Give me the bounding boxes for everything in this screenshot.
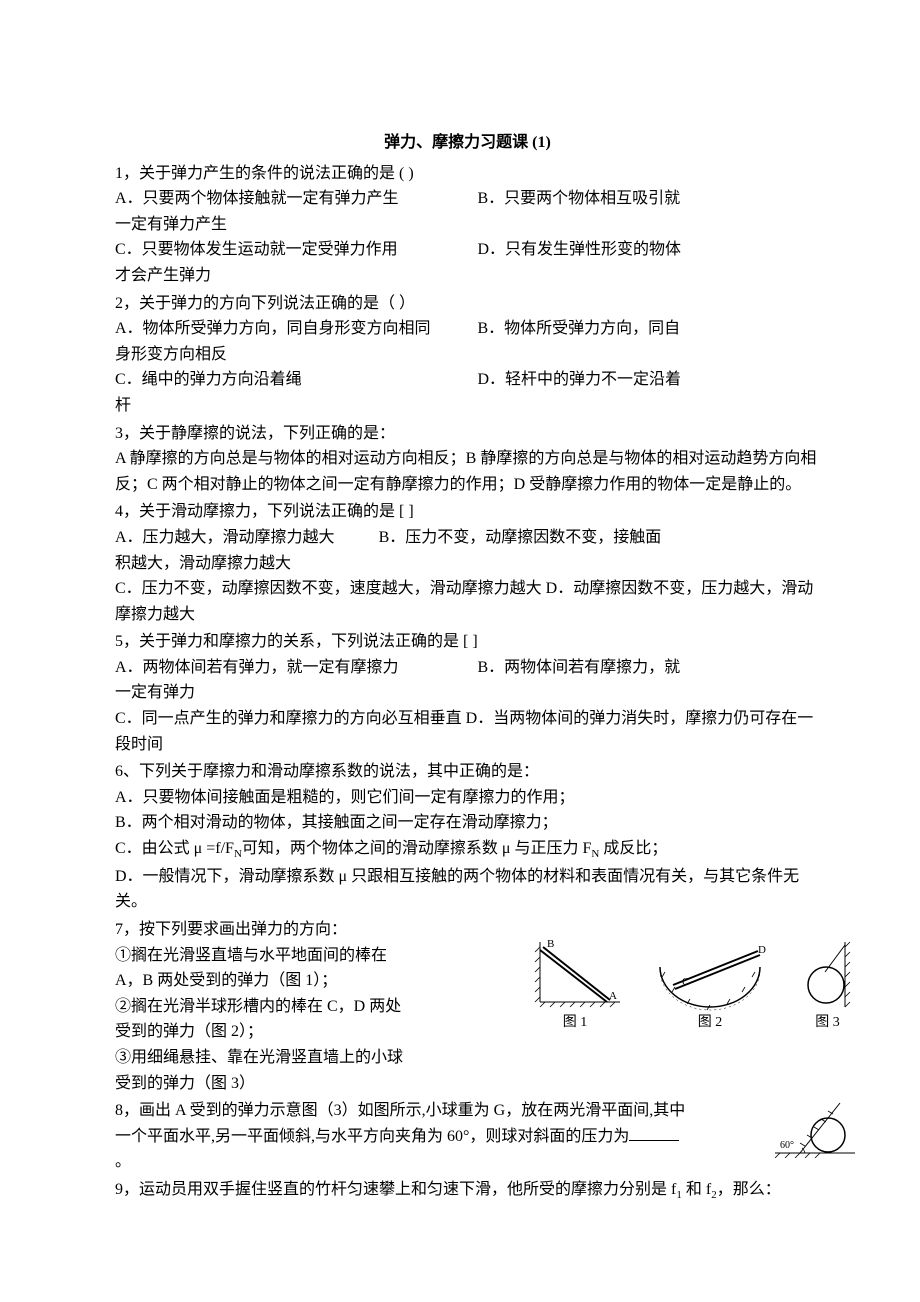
svg-text:B: B [547,938,554,950]
question-9: 9，运动员用双手握住竖直的竹杆匀速攀上和匀速下滑，他所受的摩擦力分别是 f1 和… [115,1177,820,1205]
q5-option-cd: C．同一点产生的弹力和摩擦力的方向必互相垂直 D．当两物体间的弹力消失时，摩擦力… [115,706,820,757]
q9-stem-pre: 9，运动员用双手握住竖直的竹杆匀速攀上和匀速下滑，他所受的摩擦力分别是 f [115,1181,676,1198]
q5-stem: 5，关于弹力和摩擦力的关系，下列说法正确的是 [ ] [115,629,820,655]
q6-option-b: B．两个相对滑动的物体，其接触面之间一定存在滑动摩擦力； [115,810,820,836]
q9-mid: 和 f [686,1181,711,1198]
q4-option-cd: C．压力不变，动摩擦因数不变，速度越大，滑动摩擦力越大 D．动摩擦因数不变，压力… [115,576,820,627]
q9-sub1: 1 [676,1189,682,1201]
q9-end: ，那么： [717,1181,781,1198]
q8-text: 8，画出 A 受到的弹力示意图（3）如图所示,小球重为 G，放在两光滑平面间,其… [115,1098,695,1175]
q4-stem: 4，关于滑动摩擦力，下列说法正确的是 [ ] [115,499,820,525]
figure-q8: 60° [770,1098,860,1167]
figure-2-svg: C D [650,937,770,1012]
q6-option-d: D．一般情况下，滑动摩擦系数 μ 只跟相互接触的两个物体的材料和表面情况有关，与… [115,864,820,915]
q7-part-2: ②搁在光滑半球形槽内的棒在 C，D 两处受到的弹力（图 2）； [115,994,405,1045]
q1-option-a: A．只要两个物体接触就一定有弹力产生 [115,186,458,212]
q1-stem: 1，关于弹力产生的条件的说法正确的是 ( ) [115,161,820,187]
figure-1-label: 图 1 [563,1012,588,1034]
q2-option-d-cont: 杆 [115,393,820,419]
question-7: 7，按下列要求画出弹力的方向： ①搁在光滑竖直墙与水平地面间的棒在A，B 两处受… [115,917,820,1096]
question-5: 5，关于弹力和摩擦力的关系，下列说法正确的是 [ ] A．两物体间若有弹力，就一… [115,629,820,757]
question-1: 1，关于弹力产生的条件的说法正确的是 ( ) A．只要两个物体接触就一定有弹力产… [115,161,820,289]
svg-text:60°: 60° [780,1140,794,1151]
q4-option-b-cont: 积越大，滑动摩擦力越大 [115,551,820,577]
q2-option-a: A．物体所受弹力方向，同自身形变方向相同 [115,316,458,342]
q4-option-b: B．压力不变，动摩擦因数不变，接触面 [379,529,662,546]
q8-blank [629,1125,679,1141]
svg-text:D: D [758,944,766,956]
question-6: 6、下列关于摩擦力和滑动摩擦系数的说法，其中正确的是： A．只要物体间接触面是粗… [115,759,820,915]
q6-c-post: 成反比； [599,840,667,857]
question-4: 4，关于滑动摩擦力，下列说法正确的是 [ ] A．压力越大，滑动摩擦力越大 B．… [115,499,820,627]
figure-3: 图 3 [795,937,860,1034]
q5-option-a: A．两物体间若有弹力，就一定有摩擦力 [115,655,458,681]
q8-end: 。 [115,1153,131,1170]
q6-stem: 6、下列关于摩擦力和滑动摩擦系数的说法，其中正确的是： [115,759,820,785]
q4-option-a: A．压力越大，滑动摩擦力越大 [115,529,335,546]
figure-q8-svg: 60° [770,1098,860,1158]
q5-option-b: B．两物体间若有摩擦力，就 [458,655,821,681]
figure-1: B A 图 1 [525,937,625,1034]
q3-text: A 静摩擦的方向总是与物体的相对运动方向相反；B 静摩擦的方向总是与物体的相对运… [115,446,820,497]
svg-text:C: C [682,976,689,988]
q3-stem: 3，关于静摩擦的说法，下列正确的是： [115,421,820,447]
figure-2: C D 图 2 [650,937,770,1034]
q1-option-b: B．只要两个物体相互吸引就 [458,186,821,212]
figure-2-label: 图 2 [698,1012,723,1034]
q1-option-d: D．只有发生弹性形变的物体 [458,237,821,263]
q6-option-c: C．由公式 μ =f/FN可知，两个物体之间的滑动摩擦系数 μ 与正压力 FN … [115,836,820,864]
q2-stem: 2，关于弹力的方向下列说法正确的是（ ） [115,291,820,317]
page-title: 弹力、摩擦力习题课 (1) [115,130,820,156]
q8-stem: 8，画出 A 受到的弹力示意图（3）如图所示,小球重为 G，放在两光滑平面间,其… [115,1102,685,1145]
svg-text:A: A [609,990,617,1002]
q1-option-d-cont: 才会产生弹力 [115,263,820,289]
q6-option-a: A．只要物体间接触面是粗糙的，则它们间一定有摩擦力的作用； [115,785,820,811]
figure-3-svg [795,937,860,1012]
figure-1-svg: B A [525,937,625,1012]
question-3: 3，关于静摩擦的说法，下列正确的是： A 静摩擦的方向总是与物体的相对运动方向相… [115,421,820,498]
q6-c-pre: C．由公式 μ =f/F [115,840,234,857]
question-2: 2，关于弹力的方向下列说法正确的是（ ） A．物体所受弹力方向，同自身形变方向相… [115,291,820,419]
q2-option-b-cont: 身形变方向相反 [115,342,820,368]
q7-part-3: ③用细绳悬挂、靠在光滑竖直墙上的小球受到的弹力（图 3） [115,1045,405,1096]
q2-option-c: C．绳中的弹力方向沿着绳 [115,367,458,393]
q7-part-1: ①搁在光滑竖直墙与水平地面间的棒在A，B 两处受到的弹力（图 1）； [115,943,405,994]
question-8: 8，画出 A 受到的弹力示意图（3）如图所示,小球重为 G，放在两光滑平面间,其… [115,1098,820,1175]
figure-3-label: 图 3 [815,1012,840,1034]
q6-c-sub: N [234,848,242,860]
q6-c-mid: 可知，两个物体之间的滑动摩擦系数 μ 与正压力 F [242,840,591,857]
q2-option-d: D．轻杆中的弹力不一定沿着 [458,367,821,393]
q1-option-c: C．只要物体发生运动就一定受弹力作用 [115,237,458,263]
q2-option-b: B．物体所受弹力方向，同自 [458,316,821,342]
q5-option-b-cont: 一定有弹力 [115,680,820,706]
q1-option-b-cont: 一定有弹力产生 [115,212,820,238]
